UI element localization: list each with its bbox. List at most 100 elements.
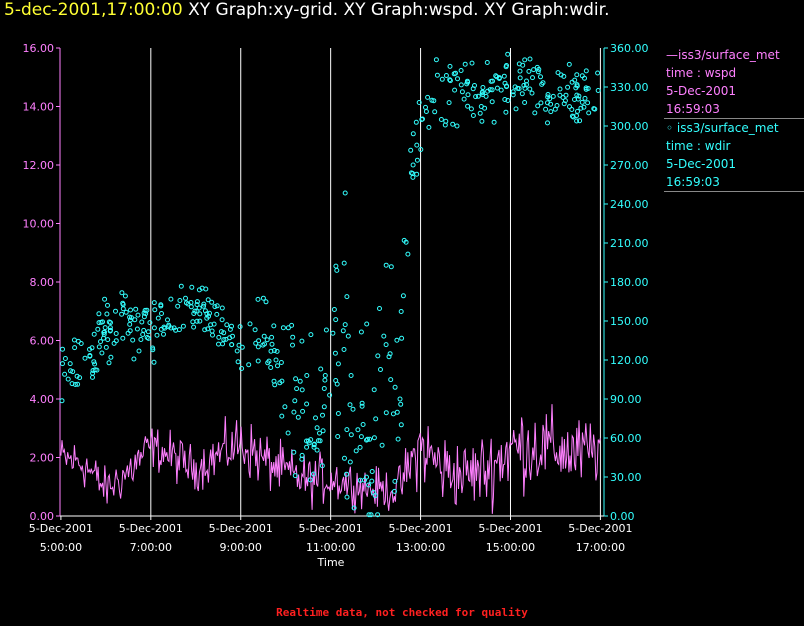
wdir-point bbox=[263, 299, 269, 305]
wdir-point bbox=[122, 293, 128, 299]
x-tick-time: 15:00:00 bbox=[486, 541, 535, 554]
x-tick-time: 5:00:00 bbox=[40, 541, 82, 554]
wdir-point bbox=[205, 326, 211, 332]
wdir-point bbox=[144, 307, 150, 313]
wdir-point bbox=[299, 452, 305, 458]
wdir-point bbox=[178, 283, 184, 289]
wdir-point bbox=[399, 335, 405, 341]
left-tick-label: 12.00 bbox=[23, 159, 55, 172]
wdir-point bbox=[201, 301, 207, 307]
wdir-point bbox=[459, 89, 465, 95]
x-tick-date: 5-Dec-2001 bbox=[299, 522, 363, 535]
wdir-point bbox=[519, 91, 525, 97]
wdir-point bbox=[212, 304, 218, 310]
wdir-point bbox=[220, 341, 226, 347]
wdir-point bbox=[496, 75, 502, 81]
wdir-point bbox=[498, 87, 504, 93]
wdir-point bbox=[482, 105, 488, 111]
wdir-point bbox=[194, 299, 200, 305]
wdir-point bbox=[144, 335, 150, 340]
wdir-point bbox=[348, 373, 354, 378]
wdir-point bbox=[323, 327, 329, 333]
wdir-point bbox=[105, 337, 111, 343]
wdir-point bbox=[211, 321, 217, 327]
x-tick-time: 13:00:00 bbox=[396, 541, 445, 554]
wdir-point bbox=[320, 412, 325, 418]
wdir-point bbox=[127, 321, 133, 327]
wdir-point bbox=[398, 401, 404, 407]
wdir-point bbox=[367, 436, 373, 442]
wdir-point bbox=[333, 263, 339, 269]
wdir-point bbox=[75, 338, 81, 344]
wdir-point bbox=[91, 331, 97, 337]
right-tick-label: 180.00 bbox=[610, 276, 649, 289]
wdir-point bbox=[151, 359, 157, 365]
wdir-point bbox=[414, 171, 420, 177]
wdir-point bbox=[371, 435, 377, 441]
wdir-point bbox=[461, 96, 467, 102]
wdir-point bbox=[300, 408, 306, 414]
wdir-point bbox=[452, 87, 458, 93]
wdir-point bbox=[521, 82, 527, 88]
wdir-point bbox=[413, 119, 419, 125]
wdir-point bbox=[395, 436, 401, 442]
wdir-point bbox=[591, 106, 597, 112]
wdir-point bbox=[120, 335, 126, 341]
wdir-point bbox=[504, 63, 509, 68]
chart-title: 5-dec-2001,17:00:00 XY Graph:xy-grid. XY… bbox=[4, 0, 610, 20]
wdir-point bbox=[360, 422, 366, 427]
wdir-point bbox=[489, 87, 495, 93]
wdir-point bbox=[105, 302, 110, 308]
wdir-point bbox=[98, 339, 103, 345]
wdir-point bbox=[255, 358, 261, 364]
wdir-point bbox=[420, 116, 425, 122]
wdir-point bbox=[558, 72, 564, 78]
wdir-point bbox=[388, 377, 394, 383]
left-tick-label: 14.00 bbox=[23, 101, 55, 114]
wdir-point bbox=[432, 109, 438, 115]
wdir-point bbox=[188, 304, 194, 310]
x-tick-date: 5-Dec-2001 bbox=[209, 522, 273, 535]
wdir-point bbox=[418, 147, 424, 152]
wdir-point bbox=[400, 293, 406, 299]
wdir-point bbox=[344, 294, 350, 300]
wdir-point bbox=[494, 74, 500, 80]
wdir-point bbox=[128, 317, 133, 323]
wdir-point bbox=[446, 100, 452, 106]
x-tick-date: 5-Dec-2001 bbox=[388, 522, 452, 535]
wdir-point bbox=[595, 88, 601, 93]
wdir-point bbox=[269, 334, 275, 340]
wdir-point bbox=[574, 118, 580, 124]
wdir-point bbox=[373, 416, 379, 422]
wdir-point bbox=[71, 337, 77, 343]
wdir-point bbox=[516, 86, 522, 92]
wdir-point bbox=[304, 438, 309, 444]
wdir-point bbox=[576, 93, 582, 99]
wdir-point bbox=[130, 337, 136, 343]
wdir-point bbox=[246, 362, 252, 368]
wdir-point bbox=[194, 302, 200, 308]
wdir-point bbox=[247, 321, 253, 327]
wdir-point bbox=[96, 311, 102, 317]
wdir-point bbox=[320, 428, 326, 434]
wdir-point bbox=[359, 403, 365, 409]
wdir-point bbox=[530, 75, 535, 81]
wdir-point bbox=[113, 308, 118, 314]
wdir-point bbox=[313, 415, 318, 421]
wdir-point bbox=[292, 398, 298, 404]
wdir-point bbox=[152, 307, 158, 313]
wdir-point bbox=[557, 92, 563, 98]
wdir-point bbox=[443, 73, 449, 78]
wdir-point bbox=[92, 361, 98, 367]
wdir-point bbox=[503, 109, 509, 115]
wdir-point bbox=[218, 329, 224, 335]
wdir-point bbox=[189, 284, 195, 290]
wdir-point bbox=[60, 346, 65, 352]
wdir-point bbox=[447, 78, 453, 84]
wdir-point bbox=[271, 323, 277, 329]
right-tick-label: 60.00 bbox=[610, 432, 642, 445]
wdir-point bbox=[375, 512, 381, 518]
wdir-point bbox=[191, 324, 197, 330]
wdir-point bbox=[543, 106, 549, 112]
wdir-point bbox=[162, 325, 168, 331]
